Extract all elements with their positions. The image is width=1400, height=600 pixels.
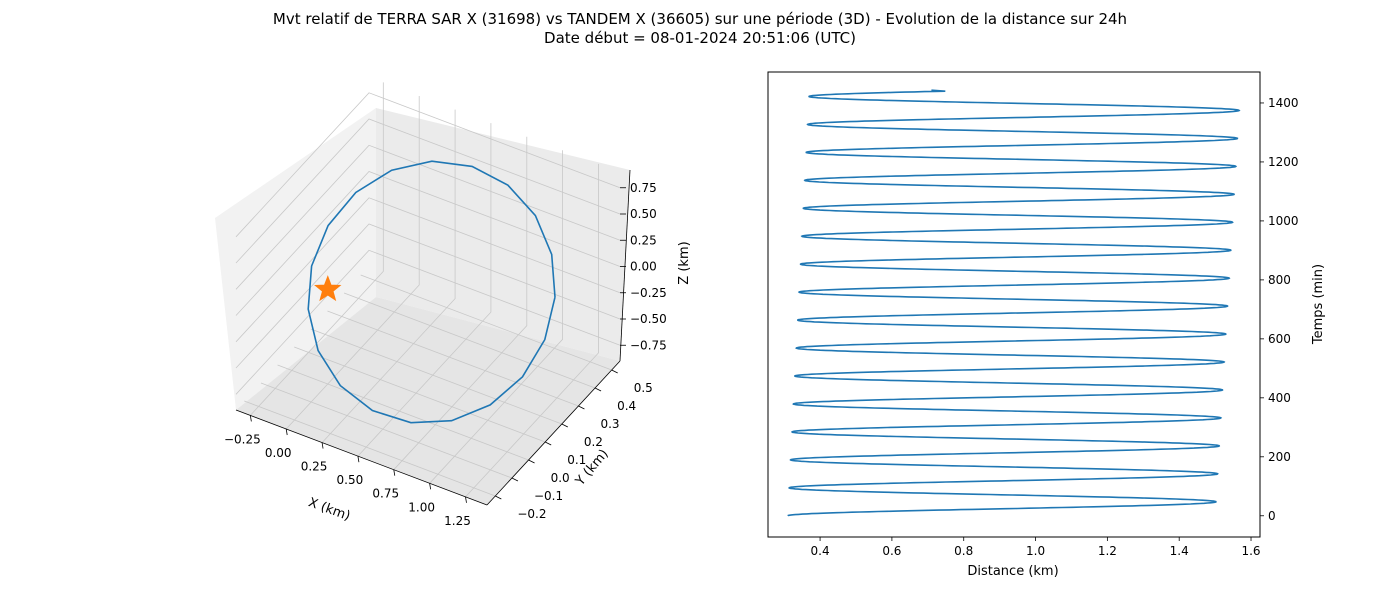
x-gridline-3d — [357, 123, 492, 457]
orbit-3d-line — [307, 160, 556, 424]
z-axis-label-3d: Z (km) — [677, 241, 692, 284]
y-gridline-3d — [277, 364, 529, 461]
chart-title-line1: Mvt relatif de TERRA SAR X (31698) vs TA… — [272, 10, 1128, 28]
y-tick-label-2d: 600 — [1268, 332, 1291, 346]
y-gridline-3d — [244, 400, 496, 497]
y-tick-3d — [578, 405, 585, 410]
x-tick-3d — [465, 496, 467, 503]
x-tick-3d — [321, 442, 324, 449]
x-tick-3d — [285, 428, 288, 436]
z-gridline-3d — [235, 197, 621, 343]
x-tick-label-2d: 1.2 — [1098, 544, 1117, 558]
z-tick-label-3d: −0.25 — [630, 286, 667, 300]
z-tick-label-3d: 0.00 — [630, 260, 657, 274]
z-gridline-3d — [235, 171, 621, 316]
y-tick-3d — [594, 387, 602, 392]
y-tick-label-3d: 0.0 — [551, 471, 570, 485]
x-tick-label-2d: 1.6 — [1241, 544, 1260, 558]
z-axis-line-3d — [619, 169, 631, 362]
y-tick-label-3d: 0.5 — [634, 381, 653, 395]
x-gridline-3d — [465, 163, 599, 498]
y-axis-label-2d: Temps (min) — [1311, 264, 1326, 345]
x-tick-label-3d: 0.75 — [372, 487, 399, 501]
y-tick-3d — [495, 495, 502, 500]
x-tick-label-3d: 1.25 — [444, 514, 471, 528]
z-gridline-3d — [235, 118, 621, 264]
x-gridline-3d — [250, 82, 384, 416]
y-tick-3d — [561, 423, 568, 428]
y-gridline-3d — [343, 292, 596, 389]
y-tick-label-3d: 0.3 — [600, 417, 619, 431]
y-tick-label-2d: 1200 — [1268, 155, 1299, 169]
z-tick-label-3d: 0.25 — [630, 233, 657, 247]
x-tick-label-3d: −0.25 — [224, 432, 261, 446]
y-tick-label-3d: −0.1 — [534, 489, 563, 503]
y-axis-line-3d — [486, 360, 621, 506]
z-tick-label-3d: 0.75 — [630, 181, 657, 195]
x-tick-3d — [393, 469, 396, 476]
y-tick-3d — [545, 441, 552, 446]
axes-2d-frame — [767, 71, 1261, 538]
x-tick-label-2d: 0.6 — [882, 544, 901, 558]
y-gridline-3d — [294, 346, 546, 443]
y-tick-label-3d: 0.4 — [617, 399, 636, 413]
z-tick-label-3d: −0.75 — [630, 338, 667, 352]
x-tick-3d — [429, 483, 432, 490]
origin-star-marker — [314, 275, 342, 302]
axes-3d-panes — [215, 108, 630, 505]
axes-2d: 0.4 0.6 0.8 1.0 1.2 1.4 1.6 0 200 400 600 800 1000 12… — [767, 71, 1326, 579]
x-tick-label-3d: 0.00 — [265, 446, 292, 460]
z-gridline-3d — [235, 223, 621, 369]
x-tick-label-2d: 1.0 — [1026, 544, 1045, 558]
distance-series — [787, 89, 1241, 517]
z-tick-label-3d: −0.50 — [630, 312, 667, 326]
y-tick-label-2d: 1400 — [1268, 96, 1299, 110]
pane-yz — [215, 108, 376, 410]
axes-3d-grid — [235, 82, 621, 498]
pane-xy — [236, 297, 620, 505]
x-tick-label-2d: 0.4 — [811, 544, 830, 558]
distance-line — [787, 89, 1241, 517]
x-tick-label-3d: 0.25 — [301, 460, 328, 474]
x-gridline-3d — [429, 150, 563, 484]
y-tick-label-2d: 1000 — [1268, 214, 1299, 228]
y-gridline-3d — [310, 328, 562, 425]
y-gridline-3d — [327, 310, 579, 407]
y-tick-3d — [528, 459, 535, 464]
z-gridline-3d — [235, 144, 621, 290]
x-tick-label-2d: 1.4 — [1170, 544, 1189, 558]
chart-title-line2: Date début = 08-01-2024 20:51:06 (UTC) — [544, 29, 856, 47]
x-tick-3d — [249, 415, 252, 422]
y-tick-label-2d: 800 — [1268, 273, 1291, 287]
pane-xz — [376, 108, 630, 361]
y-tick-label-2d: 0 — [1268, 509, 1276, 523]
x-axis-label-2d: Distance (km) — [967, 564, 1058, 579]
y-tick-label-3d: 0.2 — [584, 435, 603, 449]
x-gridline-3d — [321, 109, 456, 443]
z-tick-label-3d: 0.50 — [630, 207, 657, 221]
x-tick-label-3d: 0.50 — [337, 473, 364, 487]
x-gridline-3d — [285, 96, 420, 430]
y-tick-3d — [511, 477, 519, 482]
x-axis-line-3d — [235, 409, 488, 506]
z-gridline-3d — [235, 249, 621, 395]
x-tick-3d — [357, 456, 360, 463]
y-tick-label-3d: 0.1 — [567, 453, 586, 467]
x-tick-label-2d: 0.8 — [954, 544, 973, 558]
axes-2d-ticks: 0.4 0.6 0.8 1.0 1.2 1.4 1.6 0 200 400 600 800 1000 12… — [811, 96, 1299, 558]
y-gridline-3d — [260, 382, 513, 479]
axes-3d-ticks: −0.25 0.00 0.25 0.50 0.75 1.00 1.25 −0.2 −0.1 0.0… — [224, 169, 667, 528]
y-tick-label-3d: −0.2 — [517, 507, 546, 521]
axes-3d: −0.25 0.00 0.25 0.50 0.75 1.00 1.25 −0.2 −0.1 0.0… — [215, 82, 692, 528]
z-gridline-3d — [235, 92, 621, 238]
y-tick-3d — [611, 369, 618, 374]
x-tick-label-3d: 1.00 — [408, 500, 435, 514]
y-tick-label-2d: 400 — [1268, 391, 1291, 405]
x-axis-label-3d: X (km) — [306, 495, 352, 524]
y-gridline-3d — [360, 274, 612, 371]
y-tick-label-2d: 200 — [1268, 450, 1291, 464]
orbit-3d-series — [307, 160, 556, 424]
